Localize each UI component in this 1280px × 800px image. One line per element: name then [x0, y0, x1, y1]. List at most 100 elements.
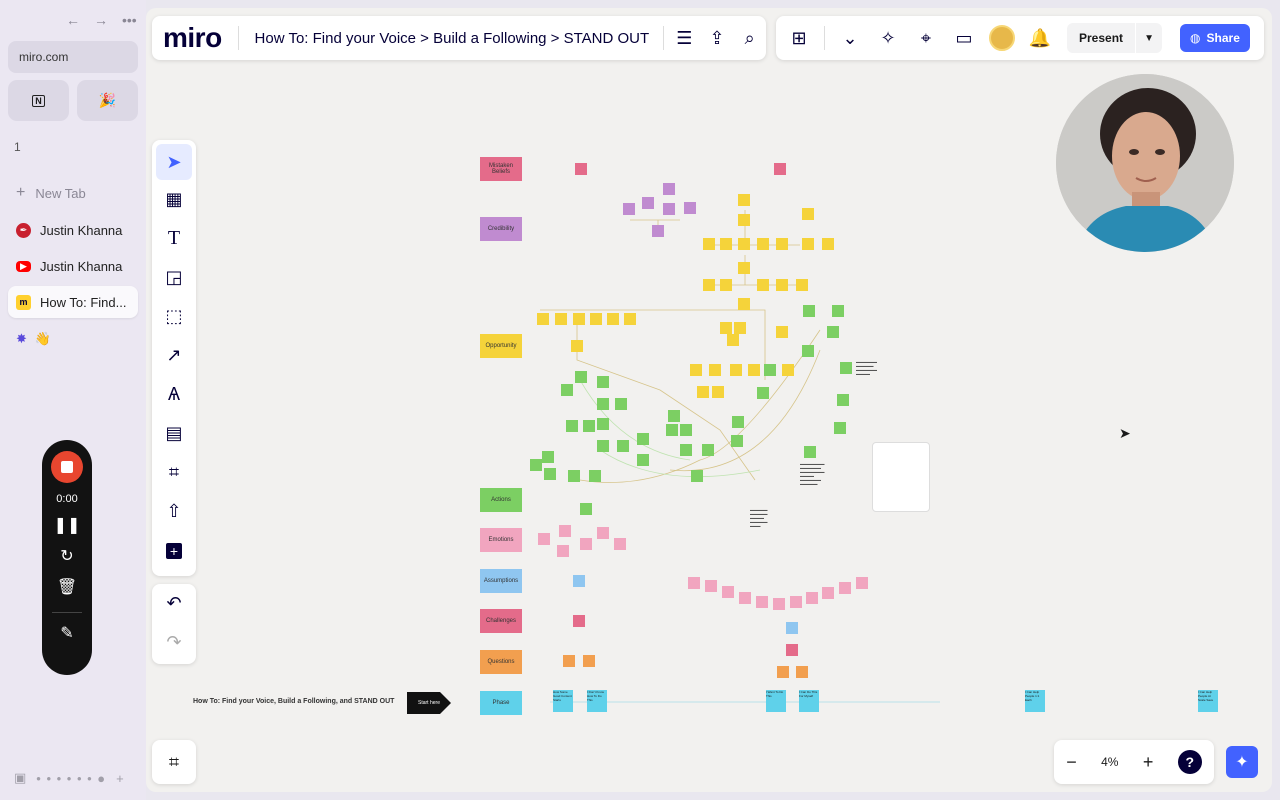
sticky-note[interactable] [803, 305, 815, 317]
back-arrow-icon[interactable]: ← [66, 12, 80, 28]
sticky-note[interactable] [727, 334, 739, 346]
url-bar[interactable]: miro.com [8, 41, 138, 73]
row-label-actions[interactable]: Actions [480, 488, 522, 512]
sticky-note-icon[interactable]: ◲ [165, 267, 183, 287]
share-button[interactable]: ◍ Share [1180, 24, 1250, 52]
bell-icon[interactable]: 🔔 [1028, 27, 1052, 48]
sticky-note[interactable] [614, 538, 626, 550]
sticky-note[interactable] [691, 470, 703, 482]
pinned-notion[interactable]: N [8, 80, 69, 121]
sticky-note[interactable] [703, 279, 715, 291]
sticky-note[interactable] [583, 420, 595, 432]
sticky-note[interactable] [663, 203, 675, 215]
sticky-note[interactable] [756, 596, 768, 608]
sticky-note[interactable] [559, 525, 571, 537]
chevron-down-icon[interactable]: ▼ [1136, 23, 1163, 53]
sticky-note[interactable] [668, 410, 680, 422]
sticky-note[interactable] [776, 279, 788, 291]
sticky-note[interactable] [530, 459, 542, 471]
sticky-note[interactable] [839, 582, 851, 594]
board-title[interactable]: How To: Find your Voice, Build a Followi… [193, 698, 395, 705]
sticky-note[interactable] [738, 298, 750, 310]
sticky-note[interactable] [663, 183, 675, 195]
sticky-note[interactable] [709, 364, 721, 376]
shapes-icon[interactable]: ⬚ [165, 306, 183, 326]
sticky-note[interactable] [690, 364, 702, 376]
sticky-note[interactable] [802, 238, 814, 250]
sticky-note[interactable] [705, 580, 717, 592]
sticky-note[interactable] [555, 313, 567, 325]
sticky-note[interactable] [607, 313, 619, 325]
sticky-note[interactable] [802, 208, 814, 220]
sticky-note[interactable] [573, 615, 585, 627]
sticky-note[interactable] [652, 225, 664, 237]
sticky-note[interactable] [642, 197, 654, 209]
row-label-assumptions[interactable]: Assumptions [480, 569, 522, 593]
sticky-note[interactable] [623, 203, 635, 215]
sticky-note[interactable] [712, 386, 724, 398]
sticky-note[interactable] [738, 262, 750, 274]
redo-icon[interactable]: ↷ [166, 632, 182, 652]
sticky-note[interactable] [583, 655, 595, 667]
reactions-icon[interactable]: ✧ [880, 27, 896, 48]
row-label-emotions[interactable]: Emotions [480, 528, 522, 552]
sticky-note[interactable] [703, 238, 715, 250]
frames-panel-button[interactable]: ⌗ [152, 740, 196, 784]
export-icon[interactable]: ⇪ [709, 27, 725, 48]
sticky-note[interactable] [575, 371, 587, 383]
sticky-note[interactable] [557, 545, 569, 557]
help-icon[interactable]: ? [1177, 750, 1202, 774]
text-block[interactable]: ▬▬▬▬▬▬▬ ▬▬▬▬▬▬ ▬▬▬▬▬▬▬ ▬▬▬▬ ▬▬▬▬▬▬ ▬▬▬▬▬ [800, 462, 825, 486]
sticky-note[interactable] [731, 435, 743, 447]
sticky-note[interactable] [666, 424, 678, 436]
sticky-note[interactable] [730, 364, 742, 376]
sticky-note[interactable] [544, 468, 556, 480]
board-breadcrumb[interactable]: How To: Find your Voice > Build a Follow… [254, 29, 650, 47]
tab-extras[interactable]: ✸ 👋 [8, 323, 138, 355]
sticky-note[interactable] [757, 387, 769, 399]
sticky-note[interactable] [575, 163, 587, 175]
sticky-note[interactable] [580, 538, 592, 550]
phase-note[interactable]: I Want To Do This [766, 690, 786, 712]
sticky-note[interactable] [624, 313, 636, 325]
sticky-note[interactable] [738, 238, 750, 250]
present-button[interactable]: Present [1067, 23, 1136, 53]
phase-note[interactable]: I Don't Know How To Do This [587, 690, 607, 712]
sticky-note[interactable] [837, 394, 849, 406]
sticky-note[interactable] [637, 433, 649, 445]
space-dots[interactable]: • • • • • • ● [36, 770, 107, 786]
sticky-note[interactable] [738, 194, 750, 206]
tab-justin-khanna-2[interactable]: ▶ Justin Khanna [8, 250, 138, 282]
sticky-note[interactable] [774, 163, 786, 175]
pinned-party[interactable]: 🎉 [77, 80, 138, 121]
sticky-note[interactable] [732, 416, 744, 428]
delete-button[interactable]: 🗑 [56, 579, 78, 596]
sticky-note[interactable] [617, 440, 629, 452]
sticky-note[interactable] [834, 422, 846, 434]
sticky-note[interactable] [589, 470, 601, 482]
zoom-out-icon[interactable]: − [1066, 751, 1077, 772]
sticky-note[interactable] [702, 444, 714, 456]
row-label-opportunity[interactable]: Opportunity [480, 334, 522, 358]
sticky-note[interactable] [697, 386, 709, 398]
sticky-note[interactable] [688, 577, 700, 589]
search-icon[interactable]: ⌕ [744, 27, 755, 48]
start-here-arrow[interactable]: Start here [407, 692, 451, 714]
sticky-note[interactable] [537, 313, 549, 325]
sticky-note[interactable] [748, 364, 760, 376]
sticky-note[interactable] [722, 586, 734, 598]
row-label-mistaken-beliefs[interactable]: Mistaken Beliefs [480, 157, 522, 181]
sticky-note[interactable] [782, 364, 794, 376]
miro-logo[interactable]: miro [163, 22, 222, 53]
sticky-note[interactable] [764, 364, 776, 376]
sticky-note[interactable] [563, 655, 575, 667]
sticky-note[interactable] [568, 470, 580, 482]
pause-button[interactable]: ❚❚ [53, 517, 81, 534]
more-tools-icon[interactable]: + [152, 531, 196, 570]
sticky-note[interactable] [720, 279, 732, 291]
new-tab-button[interactable]: + New Tab [8, 177, 138, 209]
sticky-note[interactable] [590, 313, 602, 325]
sticky-note[interactable] [776, 326, 788, 338]
row-label-credibility[interactable]: Credibility [480, 217, 522, 241]
undo-icon[interactable]: ↶ [166, 593, 182, 613]
